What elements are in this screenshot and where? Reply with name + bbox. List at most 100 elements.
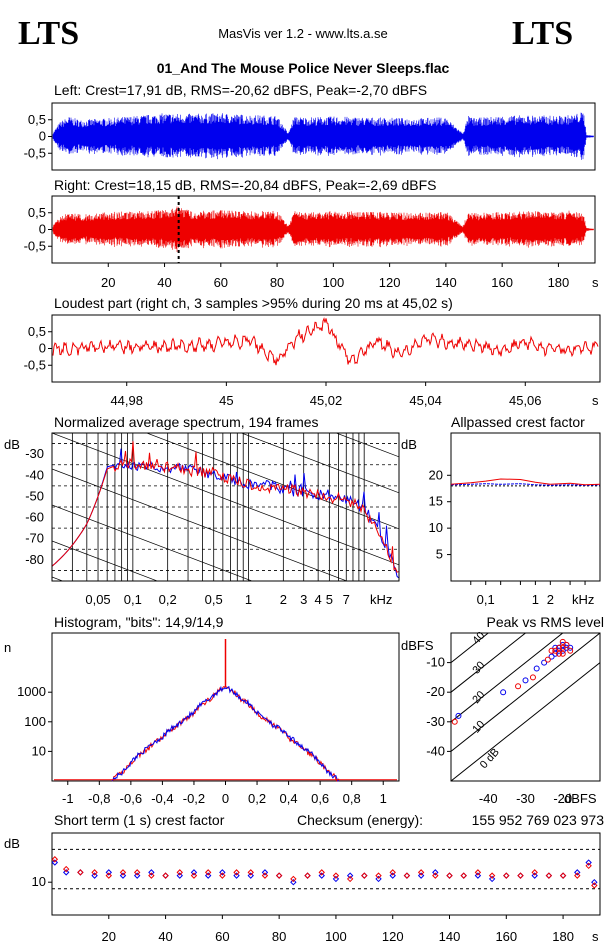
short-term-point-right (403, 872, 411, 879)
peak-rms-point-right (451, 718, 458, 725)
short-term-point-right (304, 872, 311, 879)
short-term-point-right (62, 865, 70, 873)
short-term-point-left (375, 875, 382, 883)
left-waveform-title: Left: Crest=17,91 dB, RMS=-20,62 dBFS, P… (54, 82, 427, 98)
spectrum-trace-right (52, 441, 399, 573)
short-term-xtick-label: 20 (102, 929, 116, 944)
spectrum-xtick-label: 0,05 (85, 592, 110, 607)
allpassed-ytick-label: 10 (429, 520, 443, 535)
short-term-xtick-label: 100 (325, 929, 347, 944)
peak-rms-point-left (500, 689, 507, 696)
short-term-point-left (531, 872, 538, 879)
allpassed-title: Allpassed crest factor (451, 414, 585, 430)
peak-rms-point-left (541, 659, 548, 666)
spectrum-xtick-label: 2 (280, 592, 287, 607)
short-term-point-right (346, 875, 354, 883)
peak-rms-point-left (522, 677, 529, 684)
spectrum-slope-line (52, 504, 253, 581)
right-waveform-xtick-label: 160 (491, 275, 513, 290)
histogram-title: Histogram, "bits": 14,9/14,9 (54, 614, 224, 630)
peak-rms-point-left (455, 712, 462, 719)
short-term-point-left (62, 869, 70, 876)
spectrum-xtick-label: 3 (300, 592, 307, 607)
short-term-point-right (432, 872, 439, 879)
peak-rms-y-unit: dBFS (401, 638, 434, 653)
peak-rms-ytick-label: -20 (426, 684, 445, 699)
spectrum-grid (52, 253, 399, 581)
spectrum-xtick-label: 1 (245, 592, 252, 607)
short-term-point-left (545, 872, 553, 879)
peak-rms-point-right (559, 638, 566, 645)
allpassed-trace-right (450, 478, 601, 486)
loudest-part-ytick-label: 0,5 (28, 324, 46, 339)
spectrum-xtick-label: 0,5 (205, 592, 223, 607)
short-term-point-right (133, 869, 141, 876)
short-term-title: Short term (1 s) crest factor (54, 812, 225, 828)
spectrum-slope-line (240, 433, 399, 494)
spectrum-slope-line (52, 253, 399, 385)
spectrum-xtick-label: 7 (343, 592, 350, 607)
allpassed-frame (450, 432, 601, 582)
peak-rms-point-right (529, 674, 536, 681)
short-term-point-left (91, 872, 98, 879)
short-term-point-left (474, 872, 482, 879)
short-term-point-right (474, 869, 482, 876)
spectrum-xtick-label: 5 (326, 592, 333, 607)
histogram-ytick-label: 1000 (17, 684, 46, 699)
histogram-xtick-label: -0,8 (88, 791, 110, 806)
short-term-point-right (361, 872, 368, 879)
spectrum-ytick-label: -70 (25, 531, 44, 546)
peak-rms-point-right (544, 656, 551, 663)
allpassed-ytick-label: 20 (429, 467, 443, 482)
allpassed-x-unit: kHz (572, 592, 594, 607)
short-term-point-right (290, 875, 297, 883)
short-term-point-left (559, 872, 567, 879)
spectrum-y-unit: dB (4, 437, 20, 452)
short-term-point-left (190, 869, 198, 876)
loudest-part-xtick-label: 45,04 (409, 393, 442, 408)
peak-rms-point-right (559, 644, 566, 651)
short-term-point-left (503, 872, 510, 879)
loudest-part-ytick-label: -0,5 (24, 357, 46, 372)
short-term-point-right (574, 872, 581, 879)
short-term-point-left (318, 872, 325, 879)
peak-rms-point-left (567, 644, 574, 651)
short-term-point-right (517, 872, 524, 879)
loudest-part-xtick-label: 45,02 (310, 393, 343, 408)
peak-rms-diagonals (451, 633, 600, 781)
right-waveform-xtick-label: 80 (270, 275, 284, 290)
short-term-point-left (361, 872, 368, 879)
right-waveform-ytick-label: 0 (39, 222, 46, 237)
short-term-point-right (219, 872, 226, 879)
short-term-point-left (585, 859, 592, 866)
spectrum-title: Normalized average spectrum, 194 frames (54, 414, 319, 430)
right-waveform-xtick-label: 140 (435, 275, 457, 290)
short-term-point-right (585, 862, 592, 870)
peak-rms-point-left (559, 641, 566, 648)
left-waveform-ytick-label: 0 (39, 129, 46, 144)
peak-rms-diag-label: 20 (470, 689, 487, 706)
short-term-point-left (432, 869, 439, 876)
peak-rms-point-right (556, 650, 563, 657)
spectrum-frame (51, 432, 400, 582)
peak-rms-point-left (548, 653, 555, 660)
spectrum-ytick-label: -40 (25, 467, 44, 482)
peak-rms-point-left (552, 644, 559, 651)
short-term-xtick-label: 80 (272, 929, 286, 944)
short-term-point-right (233, 869, 240, 876)
spectrum-trace-left (52, 448, 399, 579)
short-term-point-right (591, 882, 598, 889)
peak-rms-diag-label: 0 dB (478, 746, 502, 771)
short-term-point-right (105, 872, 112, 879)
right-waveform-ytick-label: 0,5 (28, 205, 46, 220)
spectrum-slope-line (52, 433, 399, 566)
short-term-point-left (275, 872, 283, 879)
short-term-point-right (247, 869, 254, 876)
allpassed-ytick-label: 5 (436, 547, 443, 562)
plot-layer: 0,50-0,50,50-0,520 40 60 80 100 120 140 160 1800… (17, 102, 601, 944)
short-term-frame (51, 832, 601, 916)
peak-rms-diag-label: 30 (470, 659, 487, 676)
short-term-x-unit: s (592, 929, 599, 944)
short-term-point-right (318, 869, 325, 876)
histogram-xtick-label: -1 (62, 791, 74, 806)
